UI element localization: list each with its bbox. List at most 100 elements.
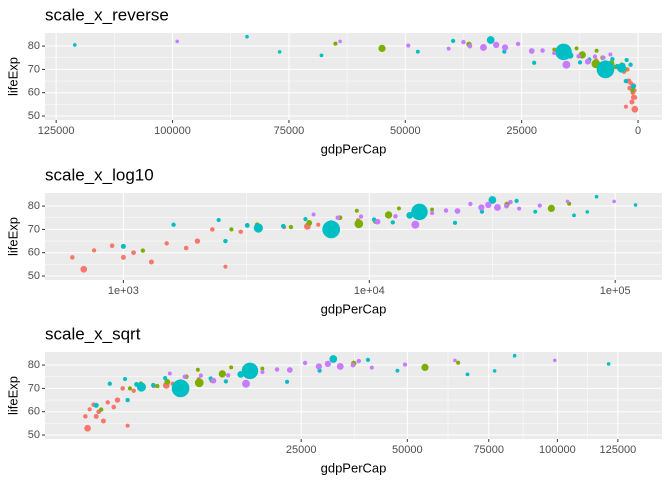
point: [194, 378, 204, 388]
point: [303, 217, 308, 222]
point: [274, 367, 280, 372]
point: [415, 49, 420, 54]
point: [120, 254, 126, 260]
point: [333, 41, 338, 46]
point: [630, 88, 635, 93]
point: [93, 402, 99, 408]
y-tick-label: 50: [28, 429, 40, 441]
y-tick-label: 60: [28, 247, 40, 259]
point: [465, 372, 470, 377]
point: [136, 382, 146, 392]
point: [354, 219, 364, 229]
point: [229, 365, 234, 370]
point: [127, 386, 133, 391]
point: [555, 43, 572, 61]
point: [540, 48, 545, 53]
point: [454, 208, 461, 214]
chart-title: scale_x_log10: [45, 165, 154, 184]
point: [131, 250, 136, 256]
point: [452, 220, 458, 225]
point: [630, 83, 636, 89]
point: [629, 99, 635, 105]
point: [528, 48, 535, 54]
x-tick-label: 1e+05: [600, 285, 631, 297]
point: [547, 204, 555, 212]
point: [610, 57, 615, 62]
point: [358, 214, 364, 219]
point: [302, 360, 308, 366]
point: [494, 204, 501, 211]
point: [614, 63, 620, 69]
point: [565, 199, 570, 204]
point: [608, 52, 613, 57]
point: [260, 370, 265, 375]
point: [532, 60, 537, 65]
point: [453, 358, 457, 363]
y-tick-label: 70: [28, 223, 40, 235]
point: [430, 207, 435, 212]
point: [175, 39, 179, 44]
y-tick-label: 80: [28, 200, 40, 212]
x-tick-label: 100000: [154, 125, 191, 137]
point: [553, 358, 557, 363]
point: [623, 78, 629, 84]
point: [198, 373, 203, 378]
point: [84, 424, 91, 432]
point: [98, 407, 104, 412]
point: [109, 243, 115, 249]
point: [395, 368, 400, 373]
point: [478, 204, 485, 211]
x-axis-title: gdpPerCap: [321, 141, 387, 156]
point: [577, 60, 583, 65]
chart-title: scale_x_sqrt: [45, 324, 141, 343]
y-tick-label: 70: [28, 63, 40, 75]
point: [324, 360, 331, 368]
y-tick-label: 60: [28, 406, 40, 418]
point: [120, 386, 126, 391]
point: [107, 381, 112, 386]
point: [354, 208, 359, 213]
point: [630, 94, 636, 100]
point: [218, 370, 227, 378]
point: [155, 383, 160, 389]
point: [584, 58, 591, 65]
point: [210, 227, 215, 232]
x-axis-title: gdpPerCap: [321, 460, 387, 475]
point: [80, 265, 88, 273]
point: [319, 53, 324, 58]
point: [194, 238, 201, 244]
point: [163, 376, 168, 381]
point: [606, 362, 611, 366]
point: [592, 54, 598, 59]
x-tick-label: 125000: [600, 444, 637, 456]
point: [443, 208, 449, 213]
point: [468, 201, 473, 207]
point: [245, 34, 249, 39]
point: [446, 46, 451, 51]
point: [601, 55, 606, 60]
point: [229, 227, 234, 232]
x-tick-label: 1e+03: [108, 285, 139, 297]
point: [533, 209, 538, 214]
point: [594, 48, 599, 53]
point: [122, 377, 128, 382]
point: [421, 363, 429, 371]
point: [171, 379, 190, 398]
x-tick-label: 25000: [286, 444, 317, 456]
point: [223, 264, 228, 269]
point: [316, 222, 321, 227]
point: [338, 39, 342, 44]
point: [317, 368, 322, 373]
panel: [45, 193, 662, 280]
point: [70, 255, 75, 260]
point: [225, 373, 231, 378]
x-tick-label: 100000: [539, 444, 576, 456]
point: [585, 210, 590, 214]
point: [515, 41, 521, 47]
point: [430, 211, 435, 216]
point: [488, 196, 497, 204]
point: [624, 58, 629, 63]
point: [83, 414, 88, 419]
chart-title: scale_x_reverse: [45, 5, 169, 24]
